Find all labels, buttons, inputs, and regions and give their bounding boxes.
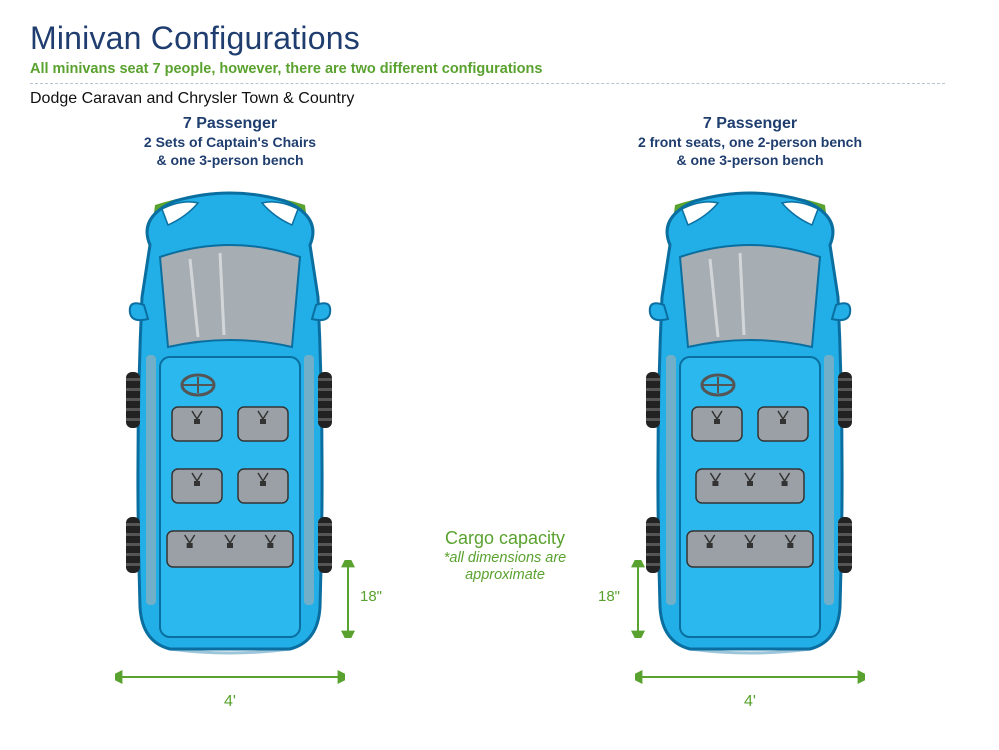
divider [30, 83, 945, 84]
config-left-line2: 2 Sets of Captain's Chairs [30, 134, 430, 152]
page: Minivan Configurations All minivans seat… [0, 0, 999, 750]
config-right-heading: 7 Passenger 2 front seats, one 2-person … [550, 114, 950, 169]
cargo-note-1: *all dimensions are [415, 550, 595, 567]
width-arrow-right [635, 667, 865, 687]
config-left-line3: & one 3-person bench [30, 152, 430, 170]
config-right-line2: 2 front seats, one 2-person bench [550, 134, 950, 152]
config-right-line3: & one 3-person bench [550, 152, 950, 170]
height-label-right: 18" [598, 588, 620, 605]
config-right-line1: 7 Passenger [550, 114, 950, 134]
config-right: 7 Passenger 2 front seats, one 2-person … [550, 112, 950, 657]
width-label-right: 4' [640, 693, 860, 711]
minivan-diagram-left [120, 187, 340, 657]
config-left-line1: 7 Passenger [30, 114, 430, 134]
van-right: 4' [640, 187, 860, 657]
width-label-left: 4' [120, 693, 340, 711]
cargo-capacity-block: Cargo capacity *all dimensions are appro… [415, 528, 595, 584]
van-left: 4' [120, 187, 340, 657]
vehicle-line: Dodge Caravan and Chrysler Town & Countr… [30, 90, 969, 108]
cargo-note-2: approximate [415, 567, 595, 584]
cargo-title: Cargo capacity [415, 528, 595, 550]
height-arrow-left [338, 560, 358, 638]
height-arrow-right [628, 560, 648, 638]
config-left-heading: 7 Passenger 2 Sets of Captain's Chairs &… [30, 114, 430, 169]
height-label-left: 18" [360, 588, 382, 605]
page-title: Minivan Configurations [30, 20, 969, 57]
page-subtitle: All minivans seat 7 people, however, the… [30, 61, 969, 77]
width-arrow-left [115, 667, 345, 687]
minivan-diagram-right [640, 187, 860, 657]
config-left: 7 Passenger 2 Sets of Captain's Chairs &… [30, 112, 430, 657]
